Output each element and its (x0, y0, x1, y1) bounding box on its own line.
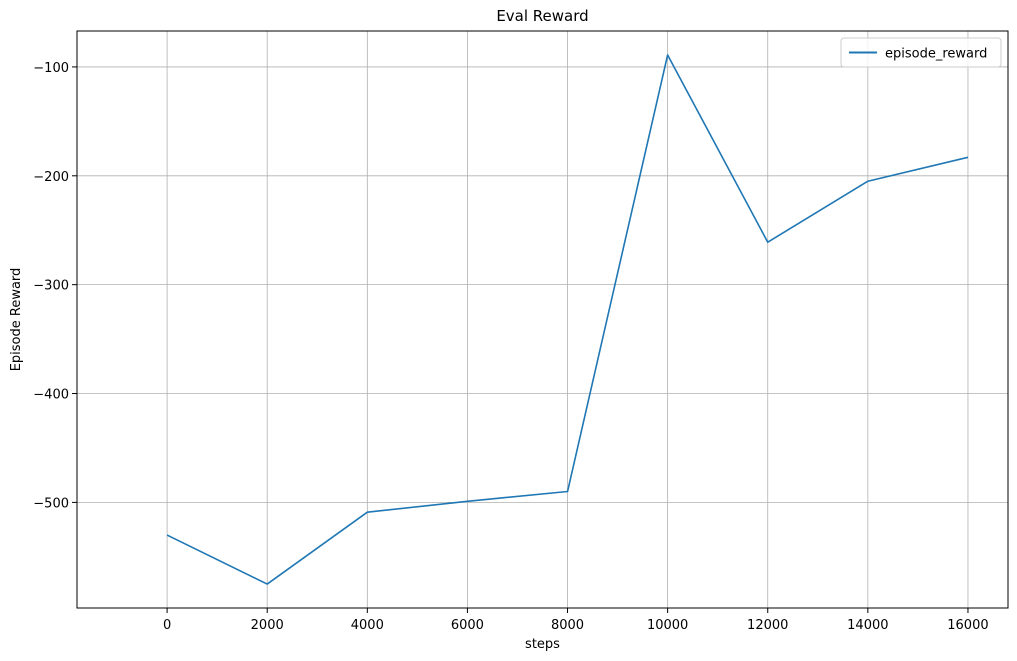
legend-box (840, 37, 1002, 68)
x-tick-label: 10000 (647, 618, 688, 633)
x-tick-label: 16000 (947, 618, 988, 633)
chart-title: Eval Reward (496, 7, 588, 25)
grid (77, 31, 1008, 608)
y-tick-label: −200 (33, 170, 69, 185)
x-tick-label: 12000 (747, 618, 788, 633)
x-tick-label: 6000 (451, 618, 484, 633)
y-axis-label: Episode Reward (9, 268, 24, 372)
x-tick-label: 0 (163, 618, 171, 633)
x-tick-label: 8000 (551, 618, 584, 633)
series-line-episode-reward (166, 54, 969, 585)
axis-ticks: 0 2000 4000 6000 8000 10000 12000 14000 16000 −50… (33, 61, 988, 633)
x-tick-label: 2000 (251, 618, 284, 633)
y-tick-label: −500 (33, 496, 69, 511)
x-axis-label: steps (525, 637, 560, 652)
y-tick-label: −400 (33, 388, 69, 403)
y-tick-label: −100 (33, 61, 69, 76)
x-tick-label: 14000 (847, 618, 888, 633)
x-tick-label: 4000 (351, 618, 384, 633)
plot-frame (76, 30, 1009, 609)
series-layer (166, 54, 969, 585)
y-tick-label: −300 (33, 279, 69, 294)
legend-label-episode-reward: episode_reward (885, 47, 987, 62)
legend: episode_reward (840, 37, 1002, 68)
